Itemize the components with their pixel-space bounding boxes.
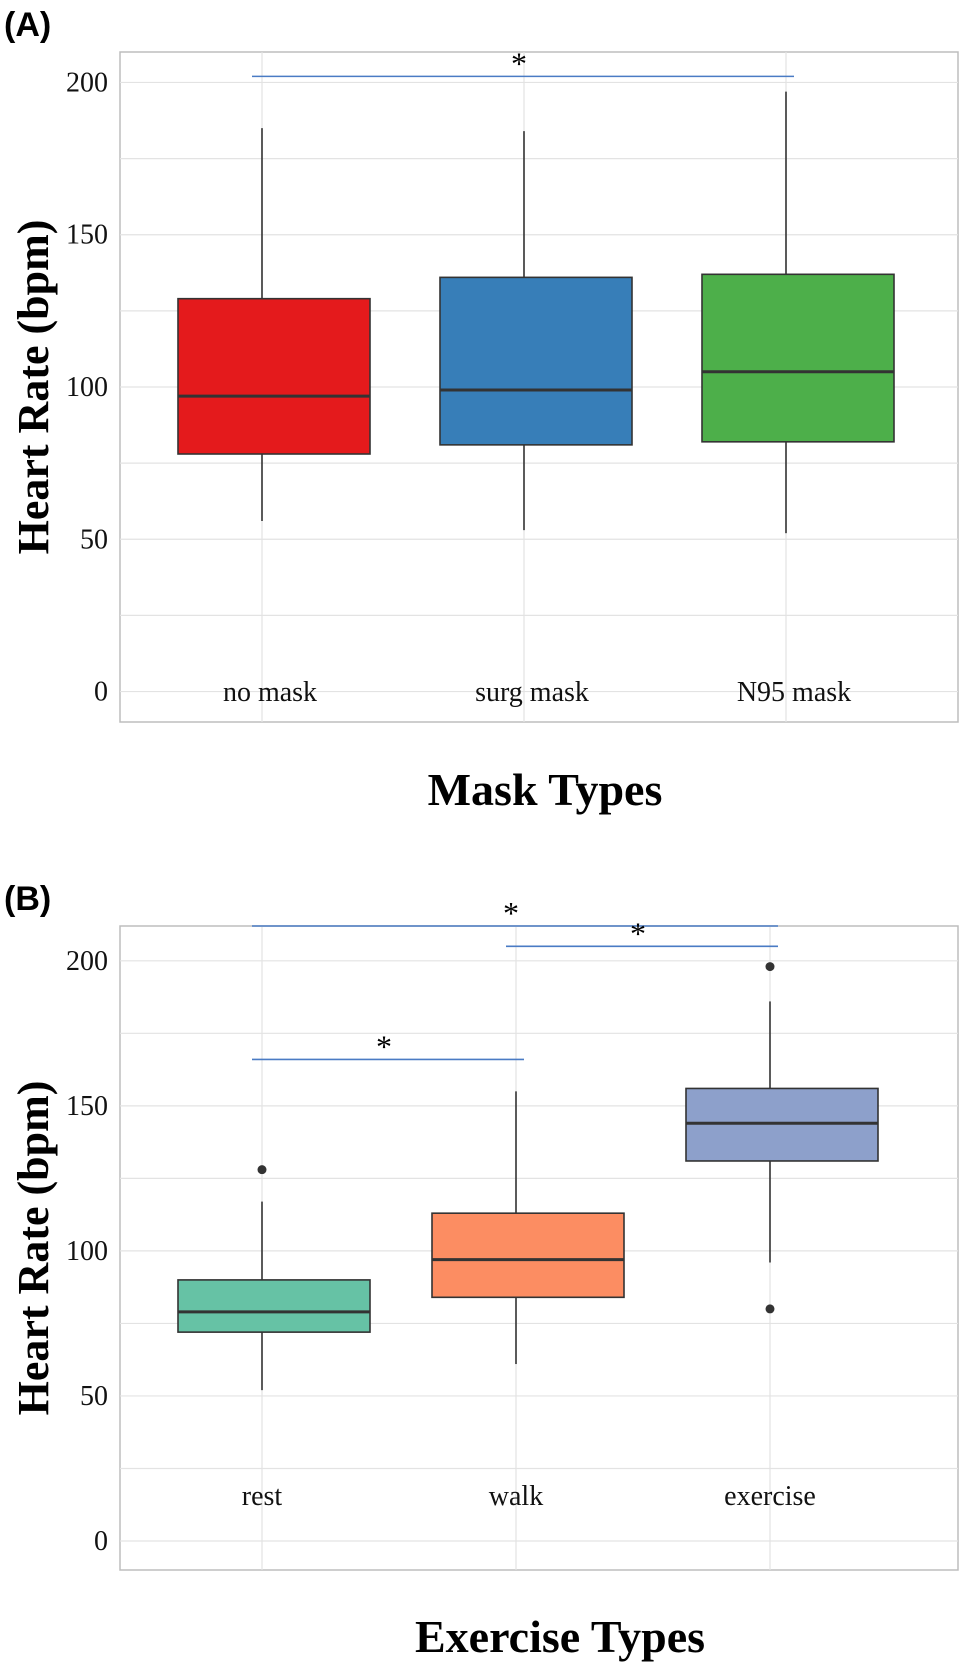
- box-body-walk: [431, 1212, 625, 1299]
- x-tick-label-surg-mask: surg mask: [475, 677, 589, 708]
- panel-b-y-axis-title: Heart Rate (bpm): [9, 1081, 58, 1416]
- y-tick-label-0: 0: [94, 677, 108, 708]
- panel-a-label: (A): [4, 6, 51, 44]
- y-tick-label-200: 200: [66, 67, 108, 98]
- panel-a-boxes: [177, 91, 895, 534]
- y-tick-label-150: 150: [66, 1091, 108, 1122]
- x-tick-label-exercise: exercise: [724, 1481, 816, 1512]
- x-tick-label-no-mask: no mask: [223, 677, 317, 708]
- box-body-no-mask: [177, 297, 371, 455]
- box-no-mask: [177, 128, 371, 521]
- y-tick-label-50: 50: [80, 1381, 108, 1412]
- panel-b-x-ticks: rest walk exercise: [242, 1481, 816, 1512]
- outlier-exercise-1: [765, 1304, 775, 1314]
- panel-a-significance: *: [252, 45, 794, 81]
- y-tick-label-0: 0: [94, 1526, 108, 1557]
- box-body-n95-mask: [701, 273, 895, 443]
- box-walk: [431, 1091, 625, 1365]
- panel-a: (A) * 0 50 100 150 200 no mask surg mask N95 m…: [4, 6, 959, 815]
- panel-b-boxes: [177, 962, 879, 1391]
- panel-b-label: (B): [4, 880, 51, 918]
- y-tick-label-100: 100: [66, 372, 108, 403]
- box-exercise: [685, 962, 879, 1314]
- panel-b: (B) * * * 0 50 100 150 200 rest walk exercise Ex…: [4, 880, 959, 1662]
- panel-a-y-axis-title: Heart Rate (bpm): [9, 220, 58, 555]
- panel-b-x-axis-title: Exercise Types: [415, 1611, 705, 1662]
- significance-star-1: *: [630, 915, 646, 951]
- y-tick-label-150: 150: [66, 220, 108, 251]
- x-tick-label-rest: rest: [242, 1481, 283, 1512]
- x-tick-label-walk: walk: [489, 1481, 543, 1512]
- y-tick-label-50: 50: [80, 524, 108, 555]
- box-body-rest: [177, 1279, 371, 1333]
- y-tick-label-100: 100: [66, 1236, 108, 1267]
- panel-a-x-axis-title: Mask Types: [428, 764, 663, 815]
- box-surg-mask: [439, 131, 633, 531]
- significance-star-0: *: [503, 895, 519, 931]
- x-tick-label-n95-mask: N95 mask: [737, 677, 851, 708]
- significance-star-2: *: [376, 1028, 392, 1064]
- panel-a-y-ticks: 0 50 100 150 200: [66, 67, 108, 707]
- panel-b-significance: * * *: [252, 895, 778, 1064]
- box-body-surg-mask: [439, 276, 633, 446]
- outlier-rest-0: [257, 1165, 267, 1175]
- panel-b-y-ticks: 0 50 100 150 200: [66, 946, 108, 1557]
- outlier-exercise-0: [765, 962, 775, 972]
- y-tick-label-200: 200: [66, 946, 108, 977]
- significance-star-0: *: [511, 45, 527, 81]
- box-rest: [177, 1165, 371, 1391]
- box-n95-mask: [701, 91, 895, 534]
- panel-a-x-ticks: no mask surg mask N95 mask: [223, 677, 851, 708]
